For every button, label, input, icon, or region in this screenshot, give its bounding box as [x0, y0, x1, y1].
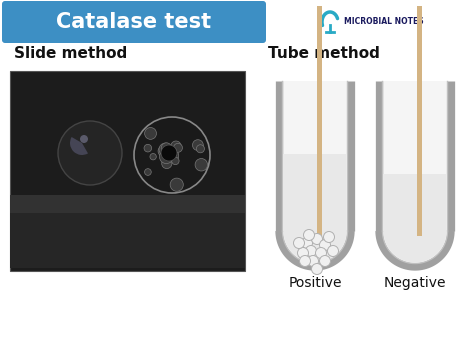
Circle shape	[328, 245, 338, 257]
Circle shape	[192, 140, 203, 151]
Circle shape	[323, 232, 335, 243]
FancyBboxPatch shape	[383, 174, 447, 231]
FancyBboxPatch shape	[318, 6, 322, 236]
Circle shape	[58, 121, 122, 185]
Circle shape	[134, 117, 210, 193]
Circle shape	[170, 178, 183, 191]
Circle shape	[162, 158, 172, 168]
Circle shape	[164, 154, 172, 161]
Circle shape	[301, 238, 312, 249]
Text: Negative: Negative	[384, 276, 446, 290]
Circle shape	[145, 127, 156, 139]
Circle shape	[196, 145, 204, 153]
Circle shape	[80, 135, 88, 143]
FancyBboxPatch shape	[2, 1, 266, 43]
Circle shape	[172, 157, 179, 165]
FancyBboxPatch shape	[283, 81, 347, 231]
Circle shape	[161, 145, 177, 161]
Text: Slide method: Slide method	[14, 46, 127, 60]
FancyBboxPatch shape	[418, 6, 422, 236]
FancyBboxPatch shape	[10, 71, 245, 271]
Circle shape	[298, 247, 309, 258]
Circle shape	[164, 148, 173, 159]
Text: MICROBIAL NOTES: MICROBIAL NOTES	[344, 18, 424, 26]
Circle shape	[168, 149, 177, 158]
FancyBboxPatch shape	[283, 154, 346, 231]
FancyBboxPatch shape	[10, 195, 245, 213]
Circle shape	[308, 256, 319, 266]
Polygon shape	[383, 231, 447, 263]
Circle shape	[158, 146, 169, 157]
Polygon shape	[283, 231, 346, 263]
Circle shape	[300, 256, 310, 266]
Circle shape	[145, 169, 151, 176]
Circle shape	[144, 144, 152, 152]
Circle shape	[303, 230, 315, 240]
Circle shape	[173, 143, 182, 152]
Circle shape	[316, 247, 327, 258]
Polygon shape	[283, 231, 347, 264]
Circle shape	[161, 143, 172, 153]
Circle shape	[165, 149, 179, 163]
Circle shape	[150, 153, 156, 160]
Circle shape	[165, 146, 177, 158]
FancyBboxPatch shape	[10, 213, 245, 268]
Circle shape	[159, 150, 173, 164]
Circle shape	[164, 155, 171, 162]
Circle shape	[293, 238, 304, 249]
FancyBboxPatch shape	[383, 81, 447, 231]
Circle shape	[319, 256, 330, 266]
Circle shape	[171, 141, 181, 151]
Wedge shape	[70, 137, 88, 155]
Circle shape	[311, 233, 322, 245]
Circle shape	[306, 245, 317, 257]
Circle shape	[159, 143, 172, 156]
Text: Tube method: Tube method	[268, 46, 380, 60]
Text: Positive: Positive	[288, 276, 342, 290]
Text: Catalase test: Catalase test	[56, 12, 211, 32]
Circle shape	[195, 159, 208, 171]
Circle shape	[311, 264, 322, 274]
Polygon shape	[383, 231, 447, 264]
Circle shape	[319, 239, 330, 251]
